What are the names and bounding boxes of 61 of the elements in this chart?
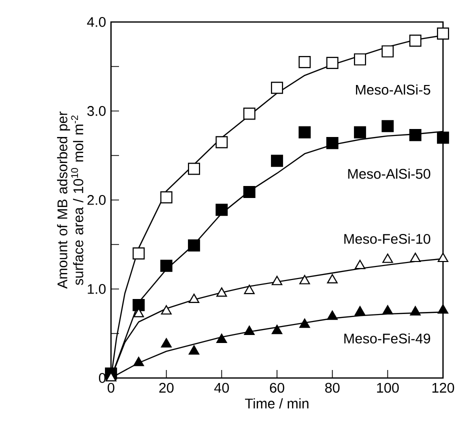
point [354, 260, 366, 270]
point [243, 186, 256, 198]
point [216, 204, 228, 216]
point [299, 274, 310, 284]
point [133, 356, 144, 366]
point [327, 310, 338, 320]
point [354, 53, 366, 66]
point [160, 260, 172, 272]
point [382, 120, 394, 132]
x-tick-label: 20 [159, 382, 174, 393]
point [244, 326, 255, 336]
point [326, 136, 338, 150]
point [132, 298, 145, 312]
point [299, 318, 310, 328]
point [216, 334, 227, 344]
point [409, 34, 422, 47]
point [161, 305, 172, 315]
point [216, 287, 227, 297]
x-tick-label: 40 [214, 382, 229, 393]
point [244, 284, 255, 294]
point [188, 345, 200, 355]
y-tick-label: 2.0 [87, 195, 106, 205]
series-label: Meso-AlSi-50 [348, 168, 430, 179]
point [354, 126, 366, 138]
point [410, 252, 421, 262]
point [160, 191, 172, 204]
point [382, 254, 393, 263]
point [436, 28, 450, 40]
point [354, 306, 366, 316]
series-label: Meso-FeSi-10 [344, 234, 430, 244]
point [382, 305, 393, 315]
point [272, 276, 282, 286]
x-tick-label: 0 [108, 382, 114, 393]
point [243, 108, 256, 120]
y-tick-label: 4.0 [87, 17, 106, 27]
point [132, 247, 145, 260]
point [270, 154, 284, 167]
point [188, 162, 200, 175]
point [326, 56, 338, 69]
point [188, 294, 200, 303]
x-tick-label: 60 [270, 382, 284, 393]
x-tick-label: 120 [432, 382, 454, 393]
y-tick-label: 1.0 [88, 284, 106, 294]
point [436, 132, 450, 144]
series-label: Meso-AlSi-5 [356, 84, 430, 95]
point [327, 274, 338, 284]
x-tick-label: 80 [325, 382, 340, 393]
point [410, 306, 421, 316]
y-tick-label: 3.0 [87, 106, 106, 116]
point [298, 56, 311, 68]
point [298, 126, 311, 138]
point [272, 324, 282, 334]
point [188, 239, 200, 252]
point [161, 338, 172, 348]
point [409, 128, 422, 142]
point [216, 136, 228, 148]
point [270, 82, 284, 94]
x-axis-title: Time / min [245, 398, 308, 408]
point [382, 45, 394, 58]
series-label: Meso-FeSi-49 [344, 333, 430, 344]
x-tick-label: 100 [377, 382, 399, 393]
